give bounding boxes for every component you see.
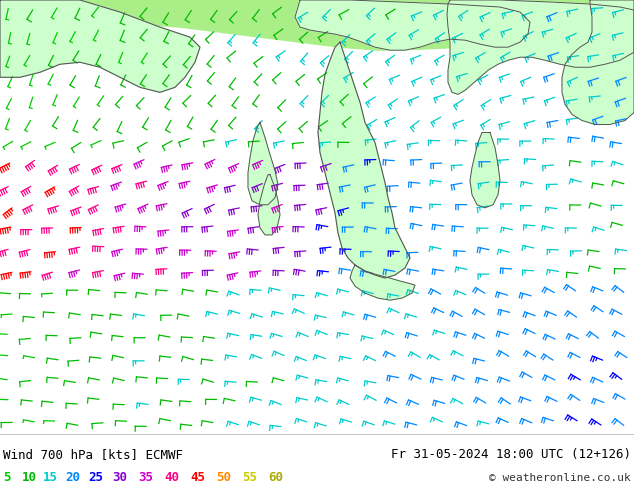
Polygon shape xyxy=(0,0,200,92)
Polygon shape xyxy=(470,132,500,208)
Polygon shape xyxy=(0,0,634,50)
Text: 50: 50 xyxy=(216,471,231,485)
Polygon shape xyxy=(562,0,634,124)
Polygon shape xyxy=(318,42,410,278)
Text: © weatheronline.co.uk: © weatheronline.co.uk xyxy=(489,473,631,483)
Text: 35: 35 xyxy=(138,471,153,485)
Text: 5: 5 xyxy=(3,471,11,485)
Text: 25: 25 xyxy=(88,471,103,485)
Text: 15: 15 xyxy=(43,471,58,485)
Text: Fr 31-05-2024 18:00 UTC (12+126): Fr 31-05-2024 18:00 UTC (12+126) xyxy=(391,448,631,461)
Text: 40: 40 xyxy=(164,471,179,485)
Polygon shape xyxy=(295,0,530,50)
Text: 20: 20 xyxy=(65,471,80,485)
Polygon shape xyxy=(350,265,415,300)
Polygon shape xyxy=(248,122,278,205)
Text: 30: 30 xyxy=(112,471,127,485)
Text: 55: 55 xyxy=(242,471,257,485)
Polygon shape xyxy=(447,0,634,95)
Text: 10: 10 xyxy=(22,471,37,485)
Text: 60: 60 xyxy=(268,471,283,485)
Polygon shape xyxy=(258,174,280,235)
Text: Wind 700 hPa [kts] ECMWF: Wind 700 hPa [kts] ECMWF xyxy=(3,448,183,461)
Text: 45: 45 xyxy=(190,471,205,485)
